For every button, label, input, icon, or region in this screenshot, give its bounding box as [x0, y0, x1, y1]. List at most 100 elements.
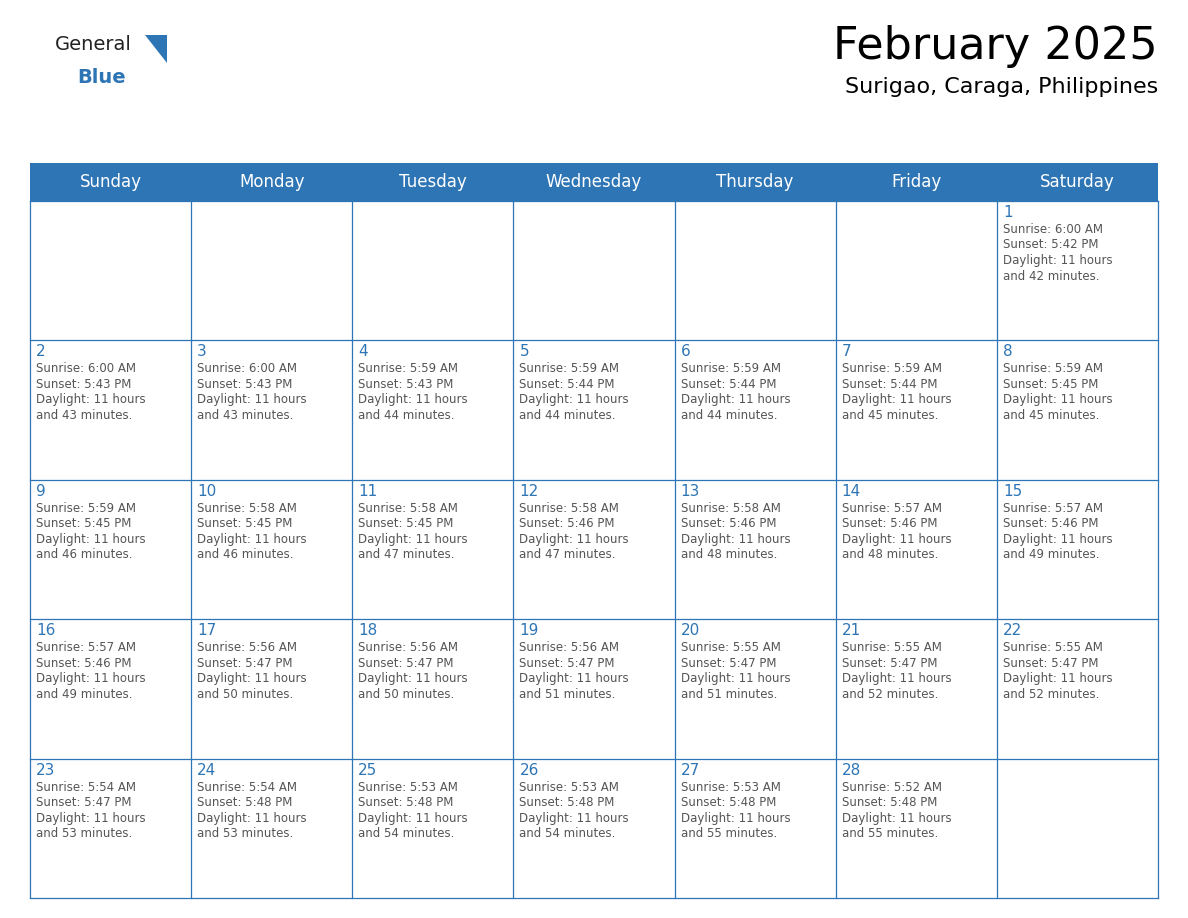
- Text: Daylight: 11 hours: Daylight: 11 hours: [1003, 254, 1112, 267]
- Text: and 49 minutes.: and 49 minutes.: [36, 688, 133, 700]
- Text: Daylight: 11 hours: Daylight: 11 hours: [359, 532, 468, 546]
- Text: and 50 minutes.: and 50 minutes.: [359, 688, 455, 700]
- Text: Sunrise: 5:59 AM: Sunrise: 5:59 AM: [36, 502, 135, 515]
- Text: Daylight: 11 hours: Daylight: 11 hours: [36, 812, 146, 824]
- Text: Daylight: 11 hours: Daylight: 11 hours: [681, 532, 790, 546]
- Text: Sunrise: 5:59 AM: Sunrise: 5:59 AM: [681, 363, 781, 375]
- Text: 17: 17: [197, 623, 216, 638]
- Text: 9: 9: [36, 484, 46, 498]
- Text: 20: 20: [681, 623, 700, 638]
- Text: Sunset: 5:45 PM: Sunset: 5:45 PM: [359, 518, 454, 531]
- Text: Daylight: 11 hours: Daylight: 11 hours: [842, 532, 952, 546]
- Text: and 46 minutes.: and 46 minutes.: [36, 548, 133, 561]
- Text: Sunset: 5:43 PM: Sunset: 5:43 PM: [359, 378, 454, 391]
- Text: February 2025: February 2025: [833, 25, 1158, 68]
- Text: Sunrise: 5:56 AM: Sunrise: 5:56 AM: [519, 641, 619, 655]
- Text: Thursday: Thursday: [716, 173, 794, 191]
- Text: Sunrise: 5:59 AM: Sunrise: 5:59 AM: [519, 363, 619, 375]
- Text: 6: 6: [681, 344, 690, 360]
- Text: 28: 28: [842, 763, 861, 778]
- Text: 25: 25: [359, 763, 378, 778]
- Text: 19: 19: [519, 623, 539, 638]
- Text: Sunset: 5:47 PM: Sunset: 5:47 PM: [197, 656, 292, 670]
- Text: Daylight: 11 hours: Daylight: 11 hours: [1003, 394, 1112, 407]
- Text: Daylight: 11 hours: Daylight: 11 hours: [1003, 532, 1112, 546]
- Text: Sunrise: 5:54 AM: Sunrise: 5:54 AM: [36, 780, 135, 793]
- Text: Sunset: 5:47 PM: Sunset: 5:47 PM: [36, 796, 132, 809]
- Text: 3: 3: [197, 344, 207, 360]
- Text: and 55 minutes.: and 55 minutes.: [842, 827, 939, 840]
- Text: Sunrise: 6:00 AM: Sunrise: 6:00 AM: [36, 363, 135, 375]
- Text: Sunrise: 5:55 AM: Sunrise: 5:55 AM: [681, 641, 781, 655]
- Text: and 53 minutes.: and 53 minutes.: [36, 827, 132, 840]
- Text: Monday: Monday: [239, 173, 304, 191]
- Text: Sunset: 5:48 PM: Sunset: 5:48 PM: [842, 796, 937, 809]
- Text: Sunrise: 5:56 AM: Sunrise: 5:56 AM: [359, 641, 459, 655]
- Text: Daylight: 11 hours: Daylight: 11 hours: [359, 672, 468, 685]
- Text: Daylight: 11 hours: Daylight: 11 hours: [681, 394, 790, 407]
- Text: 10: 10: [197, 484, 216, 498]
- Text: and 52 minutes.: and 52 minutes.: [842, 688, 939, 700]
- Text: Saturday: Saturday: [1040, 173, 1114, 191]
- Text: Daylight: 11 hours: Daylight: 11 hours: [36, 532, 146, 546]
- Text: 11: 11: [359, 484, 378, 498]
- Text: Daylight: 11 hours: Daylight: 11 hours: [519, 532, 630, 546]
- Text: and 51 minutes.: and 51 minutes.: [681, 688, 777, 700]
- Text: Daylight: 11 hours: Daylight: 11 hours: [1003, 672, 1112, 685]
- Text: Sunset: 5:46 PM: Sunset: 5:46 PM: [1003, 518, 1099, 531]
- Text: 5: 5: [519, 344, 529, 360]
- Text: Sunset: 5:47 PM: Sunset: 5:47 PM: [842, 656, 937, 670]
- Text: and 54 minutes.: and 54 minutes.: [519, 827, 615, 840]
- Text: and 47 minutes.: and 47 minutes.: [359, 548, 455, 561]
- Text: and 44 minutes.: and 44 minutes.: [519, 409, 615, 422]
- Text: Sunrise: 5:54 AM: Sunrise: 5:54 AM: [197, 780, 297, 793]
- Text: and 50 minutes.: and 50 minutes.: [197, 688, 293, 700]
- Text: Sunrise: 5:59 AM: Sunrise: 5:59 AM: [842, 363, 942, 375]
- Text: Wednesday: Wednesday: [545, 173, 643, 191]
- Text: 8: 8: [1003, 344, 1012, 360]
- Text: and 44 minutes.: and 44 minutes.: [359, 409, 455, 422]
- Text: and 45 minutes.: and 45 minutes.: [842, 409, 939, 422]
- Text: Sunset: 5:45 PM: Sunset: 5:45 PM: [197, 518, 292, 531]
- Text: Sunset: 5:48 PM: Sunset: 5:48 PM: [359, 796, 454, 809]
- Text: and 49 minutes.: and 49 minutes.: [1003, 548, 1099, 561]
- Text: Sunset: 5:43 PM: Sunset: 5:43 PM: [197, 378, 292, 391]
- Text: Daylight: 11 hours: Daylight: 11 hours: [197, 532, 307, 546]
- Text: Daylight: 11 hours: Daylight: 11 hours: [681, 812, 790, 824]
- Text: and 53 minutes.: and 53 minutes.: [197, 827, 293, 840]
- Text: Sunset: 5:47 PM: Sunset: 5:47 PM: [519, 656, 615, 670]
- Text: Sunrise: 5:58 AM: Sunrise: 5:58 AM: [359, 502, 459, 515]
- Text: Daylight: 11 hours: Daylight: 11 hours: [519, 812, 630, 824]
- Text: Daylight: 11 hours: Daylight: 11 hours: [842, 394, 952, 407]
- Text: Friday: Friday: [891, 173, 941, 191]
- Text: Sunrise: 5:57 AM: Sunrise: 5:57 AM: [842, 502, 942, 515]
- Text: Sunset: 5:44 PM: Sunset: 5:44 PM: [681, 378, 776, 391]
- Text: Sunrise: 5:53 AM: Sunrise: 5:53 AM: [519, 780, 619, 793]
- Text: Sunrise: 5:57 AM: Sunrise: 5:57 AM: [36, 641, 135, 655]
- Text: Sunset: 5:46 PM: Sunset: 5:46 PM: [681, 518, 776, 531]
- Text: Blue: Blue: [77, 68, 126, 87]
- Text: Sunrise: 5:57 AM: Sunrise: 5:57 AM: [1003, 502, 1102, 515]
- Text: Sunrise: 5:55 AM: Sunrise: 5:55 AM: [1003, 641, 1102, 655]
- Text: Surigao, Caraga, Philippines: Surigao, Caraga, Philippines: [845, 77, 1158, 97]
- Text: Daylight: 11 hours: Daylight: 11 hours: [519, 394, 630, 407]
- Text: 18: 18: [359, 623, 378, 638]
- Text: and 47 minutes.: and 47 minutes.: [519, 548, 615, 561]
- Text: 7: 7: [842, 344, 852, 360]
- Text: Sunset: 5:46 PM: Sunset: 5:46 PM: [36, 656, 132, 670]
- Text: Daylight: 11 hours: Daylight: 11 hours: [197, 394, 307, 407]
- Text: and 52 minutes.: and 52 minutes.: [1003, 688, 1099, 700]
- Text: and 43 minutes.: and 43 minutes.: [197, 409, 293, 422]
- Text: Sunrise: 5:58 AM: Sunrise: 5:58 AM: [519, 502, 619, 515]
- Text: and 45 minutes.: and 45 minutes.: [1003, 409, 1099, 422]
- Text: 27: 27: [681, 763, 700, 778]
- Text: 13: 13: [681, 484, 700, 498]
- Text: Daylight: 11 hours: Daylight: 11 hours: [36, 394, 146, 407]
- Text: Daylight: 11 hours: Daylight: 11 hours: [359, 394, 468, 407]
- Text: Sunrise: 5:53 AM: Sunrise: 5:53 AM: [681, 780, 781, 793]
- Text: Sunrise: 5:55 AM: Sunrise: 5:55 AM: [842, 641, 942, 655]
- Text: Daylight: 11 hours: Daylight: 11 hours: [36, 672, 146, 685]
- Text: Daylight: 11 hours: Daylight: 11 hours: [842, 672, 952, 685]
- Text: 4: 4: [359, 344, 368, 360]
- Text: Sunset: 5:44 PM: Sunset: 5:44 PM: [519, 378, 615, 391]
